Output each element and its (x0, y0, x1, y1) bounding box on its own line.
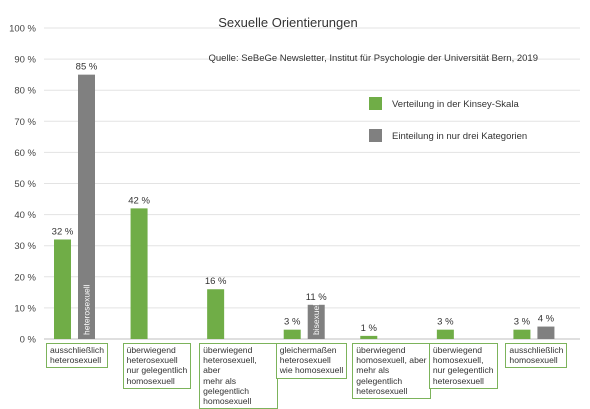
data-label: 85 % (76, 62, 98, 73)
bars (54, 74, 555, 340)
bar-inner-label: bisexuell (311, 302, 321, 335)
bar-three-categories (78, 74, 95, 340)
bar-kinsey (513, 329, 531, 339)
legend: Verteilung in der Kinsey-Skala Einteilun… (369, 97, 527, 142)
y-tick-label: 90 % (14, 55, 36, 66)
data-label: 1 % (361, 323, 378, 334)
y-tick-label: 40 % (14, 210, 36, 221)
category-label: überwiegend heterosexuell, aber mehr als… (199, 343, 278, 409)
bar-kinsey (360, 335, 378, 339)
y-tick-label: 50 % (14, 179, 36, 190)
chart-source: Quelle: SeBeGe Newsletter, Institut für … (209, 53, 539, 64)
data-label: 4 % (538, 314, 555, 325)
category-label: überwiegend homosexuell, nur gelegentlic… (428, 343, 498, 389)
category-label: ausschließlich homosexuell (505, 343, 568, 369)
y-tick-label: 80 % (14, 86, 36, 97)
data-label: 16 % (205, 276, 227, 287)
data-label: 42 % (128, 195, 150, 206)
category-label: gleichermaßen heterosexuell wie homosexu… (275, 343, 348, 379)
bar-three-categories (307, 304, 325, 339)
legend-label-kinsey: Verteilung in der Kinsey-Skala (392, 99, 519, 110)
y-tick-label: 100 % (9, 24, 36, 35)
data-label: 11 % (306, 292, 328, 303)
bar-kinsey (207, 289, 225, 339)
bar-inner-label: heterosexuell (82, 284, 92, 335)
bar-three-categories (537, 326, 555, 339)
value-labels: 32 % 85 % heterosexuell 42 % 16 % 3 % 11 %bise… (52, 62, 555, 335)
y-tick-label: 10 % (14, 303, 36, 314)
data-label: 32 % (52, 226, 74, 237)
bar-kinsey (436, 329, 454, 339)
legend-swatch-kinsey (369, 97, 382, 110)
y-axis-ticks: 0 % 10 % 20 % 30 % 40 % 50 % 60 % 70 % 80 % 90 % 1… (9, 24, 36, 346)
chart-title: Sexuelle Orientierungen (218, 15, 357, 30)
legend-label-three-categories: Einteilung in nur drei Kategorien (392, 131, 527, 142)
data-label: 3 % (514, 317, 531, 328)
bar-kinsey (54, 239, 71, 339)
data-label: 3 % (284, 317, 301, 328)
y-tick-label: 70 % (14, 117, 36, 128)
data-label: 3 % (437, 317, 454, 328)
category-label: überwiegend homosexuell, aber mehr als g… (352, 343, 431, 400)
legend-swatch-three-categories (369, 129, 382, 142)
y-tick-label: 0 % (20, 335, 37, 346)
category-label: überwiegend heterosexuell nur gelegentli… (122, 343, 192, 389)
category-label: ausschließlich heterosexuell (46, 343, 108, 369)
y-tick-label: 30 % (14, 241, 36, 252)
y-tick-label: 60 % (14, 148, 36, 159)
bar-kinsey (283, 329, 301, 339)
y-tick-label: 20 % (14, 272, 36, 283)
bar-kinsey (130, 208, 148, 339)
